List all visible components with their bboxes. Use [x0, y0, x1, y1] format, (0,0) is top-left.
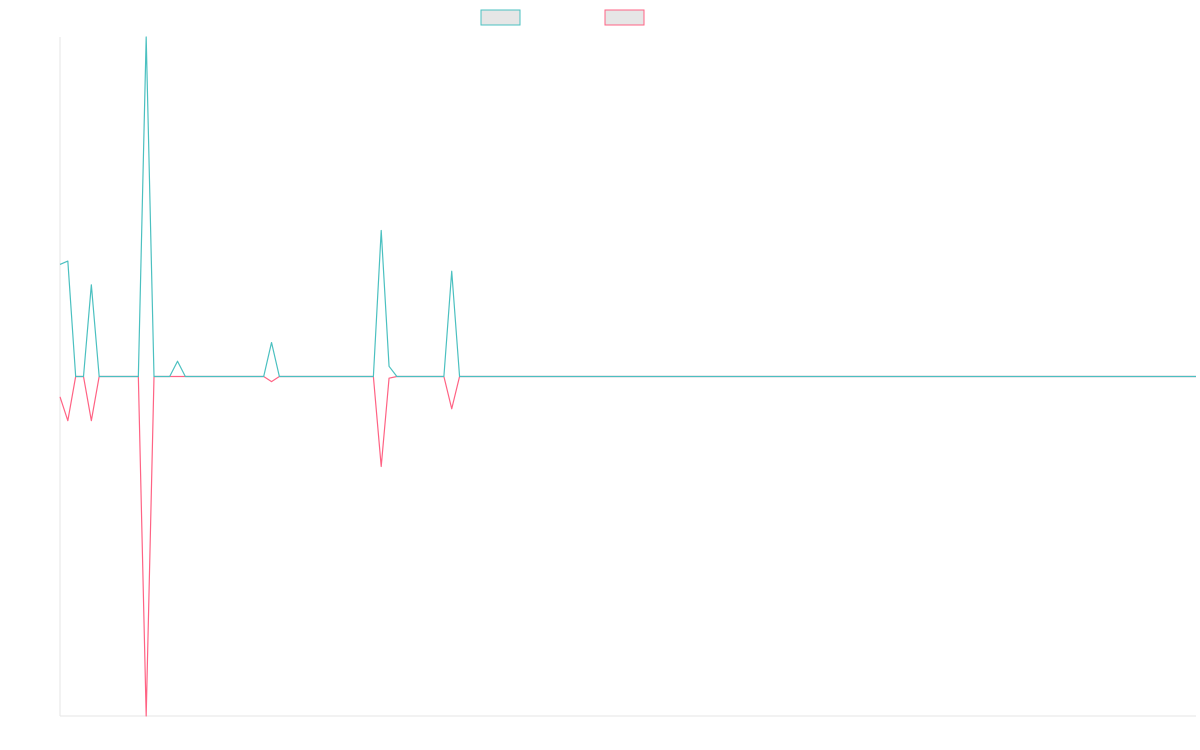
series-1-line — [59, 36, 1196, 378]
legend-swatch-2[interactable] — [604, 9, 645, 26]
series-1 — [59, 36, 1196, 378]
series-2-line — [59, 375, 1196, 717]
series-2 — [59, 375, 1196, 717]
series-layer — [59, 36, 1196, 717]
legend-swatch-1[interactable] — [480, 9, 521, 26]
legend — [480, 9, 645, 26]
axes — [59, 37, 1196, 717]
